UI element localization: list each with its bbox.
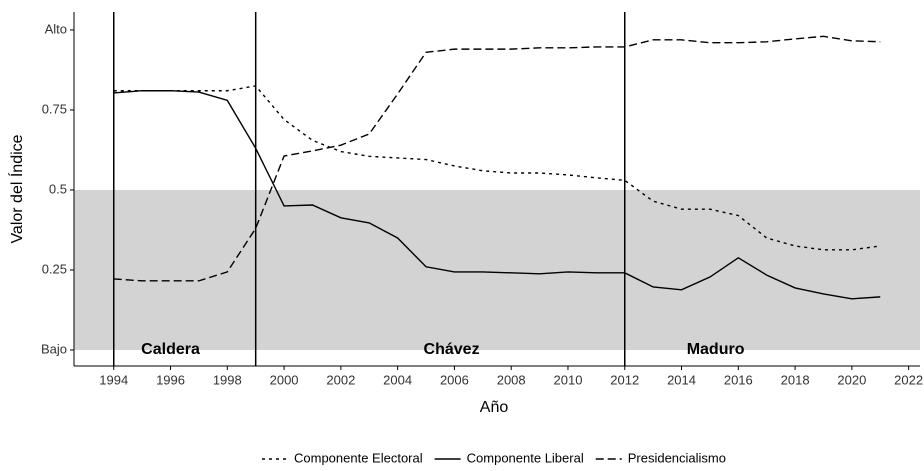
- x-tick-label: 2002: [326, 372, 355, 387]
- y-tick-label: 0.25: [42, 261, 67, 276]
- x-tick-label: 2016: [724, 372, 753, 387]
- legend-label: Componente Liberal: [467, 450, 584, 465]
- x-tick-label: 2018: [781, 372, 810, 387]
- legend-label: Presidencialismo: [628, 450, 726, 465]
- y-tick-label: 0.5: [49, 181, 67, 196]
- x-tick-label: 2012: [610, 372, 639, 387]
- period-label: Maduro: [687, 341, 745, 358]
- x-tick-label: 2022: [894, 372, 923, 387]
- series-line: [113, 35, 881, 282]
- x-tick-label: 1994: [99, 372, 128, 387]
- series-line: [113, 85, 881, 251]
- x-tick-label: 2010: [554, 372, 583, 387]
- y-tick-label: Alto: [45, 21, 67, 36]
- y-tick-label: 0.75: [42, 101, 67, 116]
- y-tick-label: Bajo: [41, 341, 67, 356]
- x-tick-label: 2000: [270, 372, 299, 387]
- x-tick-label: 2020: [837, 372, 866, 387]
- legend-label: Componente Electoral: [294, 450, 423, 465]
- period-label: Caldera: [141, 341, 200, 358]
- x-tick-label: 2008: [497, 372, 526, 387]
- x-tick-label: 2014: [667, 372, 696, 387]
- y-axis-title: Valor del Índice: [7, 134, 26, 243]
- x-tick-label: 2006: [440, 372, 469, 387]
- x-tick-label: 1996: [156, 372, 185, 387]
- x-tick-label: 2004: [383, 372, 412, 387]
- x-tick-label: 1998: [213, 372, 242, 387]
- series-line: [113, 90, 881, 300]
- x-axis-title: Año: [480, 399, 509, 416]
- period-label: Chávez: [424, 341, 480, 358]
- shaded-region: [74, 189, 920, 350]
